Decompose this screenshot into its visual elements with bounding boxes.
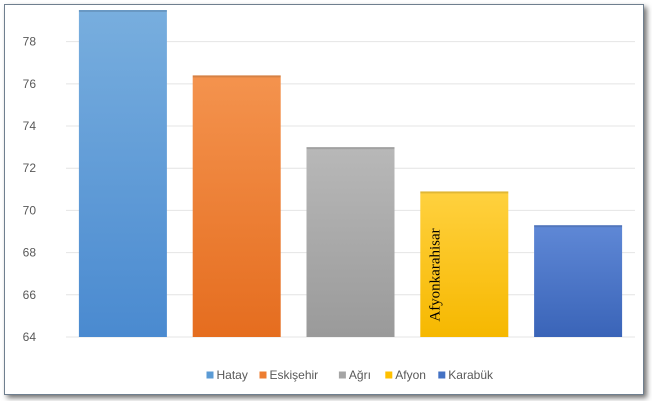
legend-label: Afyon bbox=[395, 368, 426, 382]
y-tick-label: 74 bbox=[23, 119, 37, 133]
annotations: Afyonkarahisar bbox=[427, 228, 443, 321]
y-tick-label: 68 bbox=[23, 246, 37, 260]
legend-swatch bbox=[206, 371, 214, 379]
legend: Hatay Eskişehir Ağrı Afyon Karabük bbox=[206, 368, 494, 382]
y-tick-label: 66 bbox=[23, 288, 37, 302]
legend-swatch bbox=[438, 371, 446, 379]
bar-eskişehir bbox=[192, 75, 281, 338]
bar-karabük bbox=[534, 225, 623, 337]
legend-swatch bbox=[338, 371, 346, 379]
bar-top-edge bbox=[78, 10, 167, 12]
bar-top-edge bbox=[192, 75, 281, 78]
y-axis: 64 66 68 70 72 74 76 78 bbox=[23, 35, 37, 344]
legend-label: Hatay bbox=[217, 368, 248, 382]
bar-ağrı bbox=[306, 147, 395, 337]
bar-top-edge bbox=[420, 191, 509, 194]
bar-top-edge bbox=[534, 225, 623, 228]
bar-top-edge bbox=[306, 147, 395, 150]
legend-label: Karabük bbox=[448, 368, 494, 382]
y-tick-label: 64 bbox=[23, 330, 37, 344]
y-tick-label: 70 bbox=[23, 203, 37, 217]
bars bbox=[78, 10, 623, 338]
y-tick-label: 72 bbox=[23, 161, 37, 175]
legend-swatch bbox=[385, 371, 393, 379]
legend-label: Ağrı bbox=[349, 368, 371, 382]
y-tick-label: 76 bbox=[23, 77, 37, 91]
bar-hatay bbox=[78, 10, 167, 337]
y-tick-label: 78 bbox=[23, 35, 37, 49]
legend-swatch bbox=[259, 371, 267, 379]
legend-label: Eskişehir bbox=[270, 368, 319, 382]
bar-annotation: Afyonkarahisar bbox=[427, 228, 443, 321]
bar-afyon bbox=[420, 191, 509, 337]
